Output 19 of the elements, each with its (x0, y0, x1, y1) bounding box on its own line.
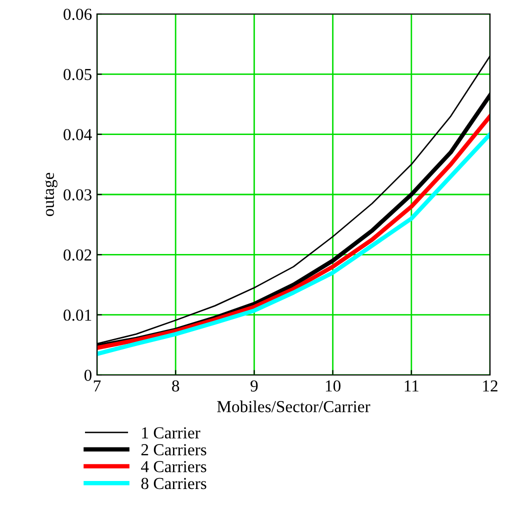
y-tick-label: 0.06 (64, 8, 92, 20)
y-tick-label: 0.02 (64, 249, 92, 261)
x-tick-label: 12 (483, 380, 498, 392)
y-tick-label: 0.03 (64, 189, 92, 201)
x-tick-label: 11 (404, 380, 418, 392)
x-tick-label: 7 (94, 380, 101, 392)
legend-label: 8 Carriers (141, 478, 206, 490)
x-axis-title: Mobiles/Sector/Carrier (217, 400, 370, 412)
x-tick-label: 10 (326, 380, 340, 392)
y-tick-label: 0.05 (64, 68, 92, 80)
y-tick-label: 0 (84, 370, 92, 381)
y-tick-label: 0.01 (64, 310, 92, 321)
legend-label: 4 Carriers (141, 461, 206, 472)
legend-label: 1 Carrier (142, 427, 200, 438)
y-axis-title: outage (44, 172, 58, 216)
x-tick-label: 8 (172, 380, 180, 392)
legend-label: 2 Carriers (141, 444, 206, 456)
x-tick-label: 9 (250, 380, 258, 392)
y-tick-label: 0.04 (64, 129, 92, 140)
